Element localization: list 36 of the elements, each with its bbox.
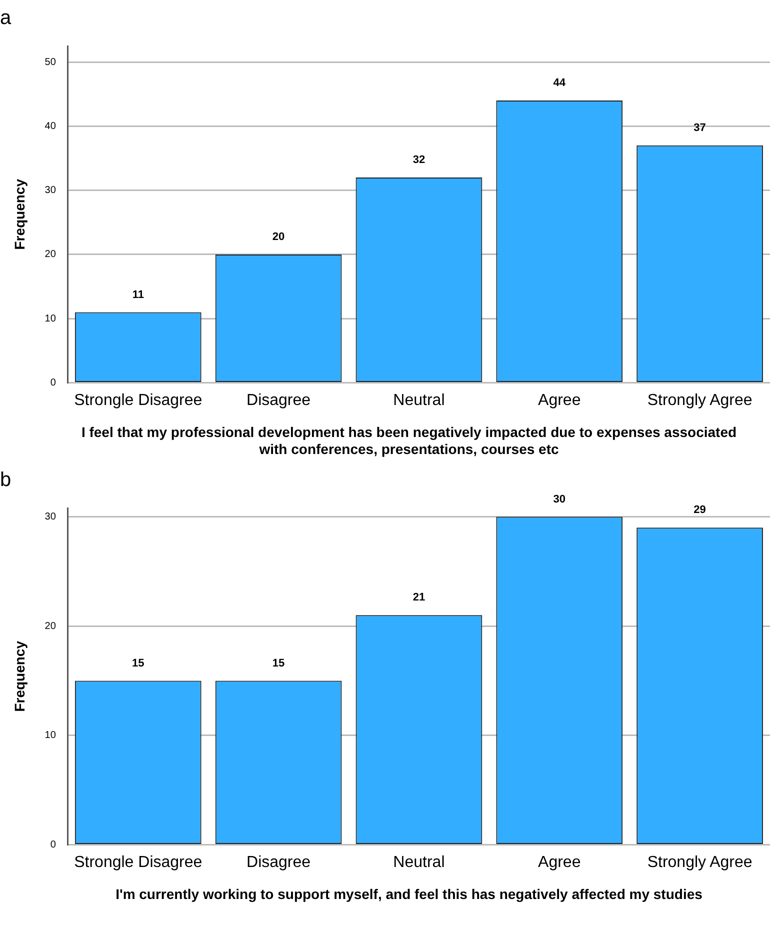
x-axis-title: I feel that my professional development has been negatively impacted due to expenses associated with conferences, presentations, courses etc (80, 423, 738, 458)
data-label: 15 (132, 657, 144, 670)
x-axis-title: I'm currently working to support myself, and feel this has negatively affected my studies (114, 885, 704, 903)
y-tick-label: 50 (44, 56, 56, 68)
data-label: 20 (272, 231, 285, 244)
data-label: 37 (694, 122, 706, 134)
y-tick-label: 30 (44, 512, 56, 522)
x-tick-label: Strongly Agree (647, 392, 752, 409)
data-label: 29 (694, 504, 706, 516)
data-label: 21 (412, 592, 426, 604)
data-label: 15 (272, 657, 285, 670)
y-tick-label: 40 (44, 120, 56, 132)
y-tick-label: 0 (50, 378, 56, 389)
x-tick-label: Neutral (393, 392, 445, 409)
x-tick-label: Agree (538, 854, 581, 871)
x-tick-label: Neutral (393, 854, 445, 871)
y-tick-label: 0 (50, 840, 56, 851)
x-tick-label: Disagree (246, 854, 311, 871)
y-tick-label: 30 (44, 185, 56, 196)
data-label: 32 (412, 154, 426, 166)
y-axis-title: Frequency (11, 178, 28, 250)
chart-title: a (0, 7, 12, 29)
y-tick-label: 10 (44, 313, 56, 324)
data-label: 44 (553, 77, 566, 90)
x-tick-label: Disagree (246, 392, 311, 409)
data-label: 11 (132, 288, 144, 301)
x-tick-label: Agree (538, 392, 581, 409)
y-tick-label: 20 (44, 620, 56, 632)
x-tick-label: Strongle Disagree (74, 392, 202, 409)
y-axis-title: Frequency (11, 640, 28, 712)
y-tick-label: 10 (44, 730, 56, 742)
data-label: 30 (553, 493, 566, 506)
x-tick-label: Strongly Agree (647, 854, 752, 871)
x-tick-label: Strongle Disagree (74, 854, 202, 871)
chart-title: b (0, 469, 12, 491)
y-tick-label: 20 (44, 249, 56, 260)
